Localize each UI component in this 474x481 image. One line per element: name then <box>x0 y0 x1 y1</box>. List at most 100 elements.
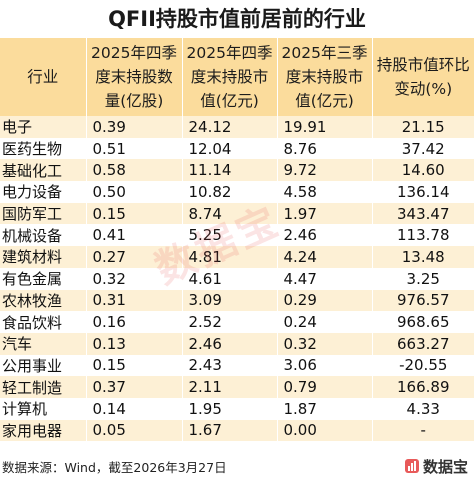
table-row: 有色金属 0.32 4.61 4.47 3.25 <box>0 267 474 290</box>
cell-value-q4: 12.04 <box>181 137 277 160</box>
cell-shares-q4: 0.50 <box>85 181 182 203</box>
header-value-q4: 2025年四季度末持股市值(亿元) <box>181 38 277 116</box>
cell-value-q3: 0.32 <box>276 332 372 355</box>
table-row: 建筑材料 0.27 4.81 4.24 13.48 <box>0 246 474 268</box>
table-body: 电子 0.39 24.12 19.91 21.15 医药生物 0.51 12.04 8.76 37… <box>0 116 474 442</box>
cell-change: 976.57 <box>371 289 474 312</box>
cell-change: 37.42 <box>371 137 474 160</box>
cell-value-q3: 0.24 <box>276 311 372 333</box>
cell-value-q3: 4.58 <box>276 181 372 203</box>
table-row: 公用事业 0.15 2.43 3.06 -20.55 <box>0 354 474 377</box>
cell-shares-q4: 0.41 <box>85 224 182 247</box>
table-row: 电力设备 0.50 10.82 4.58 136.14 <box>0 181 474 203</box>
cell-shares-q4: 0.39 <box>85 116 182 138</box>
cell-change: -20.55 <box>371 354 474 377</box>
header-industry: 行业 <box>0 38 86 116</box>
cell-value-q4: 3.09 <box>181 289 277 312</box>
cell-shares-q4: 0.15 <box>85 354 182 377</box>
cell-shares-q4: 0.32 <box>85 267 182 290</box>
header-row: 行业 2025年四季度末持股数量(亿股) 2025年四季度末持股市值(亿元) 2… <box>0 38 474 116</box>
cell-change: 13.48 <box>371 246 474 268</box>
table-row: 农林牧渔 0.31 3.09 0.29 976.57 <box>0 289 474 312</box>
header-value-q3: 2025年三季度末持股市值(亿元) <box>276 38 372 116</box>
cell-value-q4: 2.52 <box>181 311 277 333</box>
cell-shares-q4: 0.58 <box>85 159 182 182</box>
header-change: 持股市值环比变动(%) <box>371 38 474 116</box>
cell-industry: 基础化工 <box>0 159 86 182</box>
cell-industry: 建筑材料 <box>0 246 86 268</box>
cell-industry: 公用事业 <box>0 354 86 377</box>
cell-value-q3: 2.46 <box>276 224 372 247</box>
cell-industry: 电子 <box>0 116 86 138</box>
header-shares-q4: 2025年四季度末持股数量(亿股) <box>85 38 182 116</box>
cell-value-q4: 2.43 <box>181 354 277 377</box>
cell-shares-q4: 0.31 <box>85 289 182 312</box>
cell-change: - <box>371 419 474 442</box>
cell-shares-q4: 0.16 <box>85 311 182 333</box>
cell-shares-q4: 0.05 <box>85 419 182 442</box>
cell-value-q4: 1.67 <box>181 419 277 442</box>
cell-value-q4: 2.46 <box>181 332 277 355</box>
cell-shares-q4: 0.13 <box>85 332 182 355</box>
cell-industry: 电力设备 <box>0 181 86 203</box>
table-row: 汽车 0.13 2.46 0.32 663.27 <box>0 332 474 355</box>
table-title: QFII持股市值前居前的行业 <box>108 7 366 31</box>
cell-value-q4: 8.74 <box>181 202 277 225</box>
cell-shares-q4: 0.37 <box>85 376 182 398</box>
table-row: 食品饮料 0.16 2.52 0.24 968.65 <box>0 311 474 333</box>
cell-value-q3: 8.76 <box>276 137 372 160</box>
brand-logo: 数据宝 <box>404 454 468 478</box>
cell-industry: 计算机 <box>0 397 86 420</box>
cell-shares-q4: 0.51 <box>85 137 182 160</box>
cell-industry: 家用电器 <box>0 419 86 442</box>
cell-value-q3: 4.24 <box>276 246 372 268</box>
table-row: 医药生物 0.51 12.04 8.76 37.42 <box>0 137 474 160</box>
cell-value-q3: 1.87 <box>276 397 372 420</box>
table-row: 轻工制造 0.37 2.11 0.79 166.89 <box>0 376 474 398</box>
cell-value-q4: 5.25 <box>181 224 277 247</box>
cell-change: 113.78 <box>371 224 474 247</box>
cell-value-q3: 4.47 <box>276 267 372 290</box>
cell-value-q3: 0.00 <box>276 419 372 442</box>
cell-shares-q4: 0.15 <box>85 202 182 225</box>
cell-change: 3.25 <box>371 267 474 290</box>
cell-change: 14.60 <box>371 159 474 182</box>
cell-shares-q4: 0.27 <box>85 246 182 268</box>
cell-industry: 有色金属 <box>0 267 86 290</box>
cell-industry: 机械设备 <box>0 224 86 247</box>
table-row: 国防军工 0.15 8.74 1.97 343.47 <box>0 202 474 225</box>
table-row: 机械设备 0.41 5.25 2.46 113.78 <box>0 224 474 247</box>
cell-value-q3: 19.91 <box>276 116 372 138</box>
cell-change: 343.47 <box>371 202 474 225</box>
cell-change: 136.14 <box>371 181 474 203</box>
source-note: 数据来源：Wind，截至2026年3月27日 <box>2 460 227 475</box>
cell-value-q4: 4.61 <box>181 267 277 290</box>
cell-industry: 食品饮料 <box>0 311 86 333</box>
cell-change: 663.27 <box>371 332 474 355</box>
cell-value-q3: 1.97 <box>276 202 372 225</box>
cell-change: 4.33 <box>371 397 474 420</box>
cell-industry: 农林牧渔 <box>0 289 86 312</box>
cell-value-q3: 0.29 <box>276 289 372 312</box>
cell-value-q4: 1.95 <box>181 397 277 420</box>
table-row: 家用电器 0.05 1.67 0.00- <box>0 419 474 442</box>
cell-value-q4: 11.14 <box>181 159 277 182</box>
cell-change: 166.89 <box>371 376 474 398</box>
cell-value-q3: 3.06 <box>276 354 372 377</box>
cell-change: 21.15 <box>371 116 474 138</box>
cell-industry: 汽车 <box>0 332 86 355</box>
cell-industry: 轻工制造 <box>0 376 86 398</box>
cell-value-q3: 0.79 <box>276 376 372 398</box>
cell-value-q4: 10.82 <box>181 181 277 203</box>
cell-value-q4: 2.11 <box>181 376 277 398</box>
table-row: 电子 0.39 24.12 19.91 21.15 <box>0 116 474 138</box>
cell-value-q4: 4.81 <box>181 246 277 268</box>
cell-industry: 医药生物 <box>0 137 86 160</box>
brand-icon <box>404 459 419 473</box>
cell-value-q4: 24.12 <box>181 116 277 138</box>
table-row: 计算机 0.14 1.95 1.87 4.33 <box>0 397 474 420</box>
cell-change: 968.65 <box>371 311 474 333</box>
cell-value-q3: 9.72 <box>276 159 372 182</box>
industry-table: 行业 2025年四季度末持股数量(亿股) 2025年四季度末持股市值(亿元) 2… <box>0 38 474 442</box>
cell-industry: 国防军工 <box>0 202 86 225</box>
